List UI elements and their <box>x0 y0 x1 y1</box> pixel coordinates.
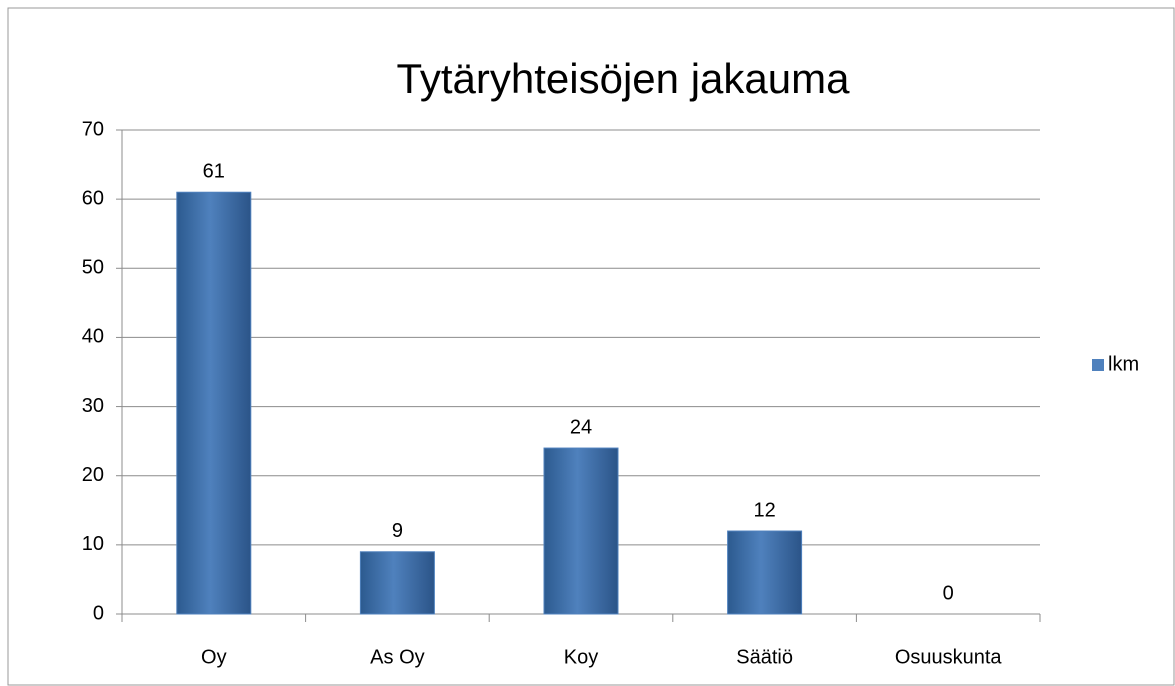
bar <box>727 530 803 615</box>
y-tick-label: 0 <box>93 602 104 624</box>
x-tick-label: Oy <box>201 646 227 668</box>
data-label: 0 <box>943 582 954 604</box>
y-tick-label: 50 <box>82 257 104 279</box>
legend-label: lkm <box>1108 353 1139 375</box>
y-tick-label: 30 <box>82 395 104 417</box>
x-tick-label: Säätiö <box>736 646 793 668</box>
y-tick-label: 10 <box>82 533 104 555</box>
y-tick-label: 20 <box>82 464 104 486</box>
data-label: 9 <box>392 520 403 542</box>
bar <box>359 551 435 615</box>
bar <box>176 191 252 615</box>
bar <box>543 447 619 615</box>
y-tick-label: 70 <box>82 118 104 140</box>
y-tick-label: 40 <box>82 326 104 348</box>
y-tick-label: 60 <box>82 187 104 209</box>
legend-swatch <box>1092 359 1104 371</box>
data-label: 12 <box>753 499 775 521</box>
x-tick-label: Koy <box>564 646 598 668</box>
chart-title: Tytäryhteisöjen jakauma <box>397 55 851 102</box>
x-tick-label: Osuuskunta <box>895 646 1003 668</box>
data-label: 24 <box>570 416 592 438</box>
x-tick-label: As Oy <box>370 646 424 668</box>
data-label: 61 <box>203 161 225 183</box>
